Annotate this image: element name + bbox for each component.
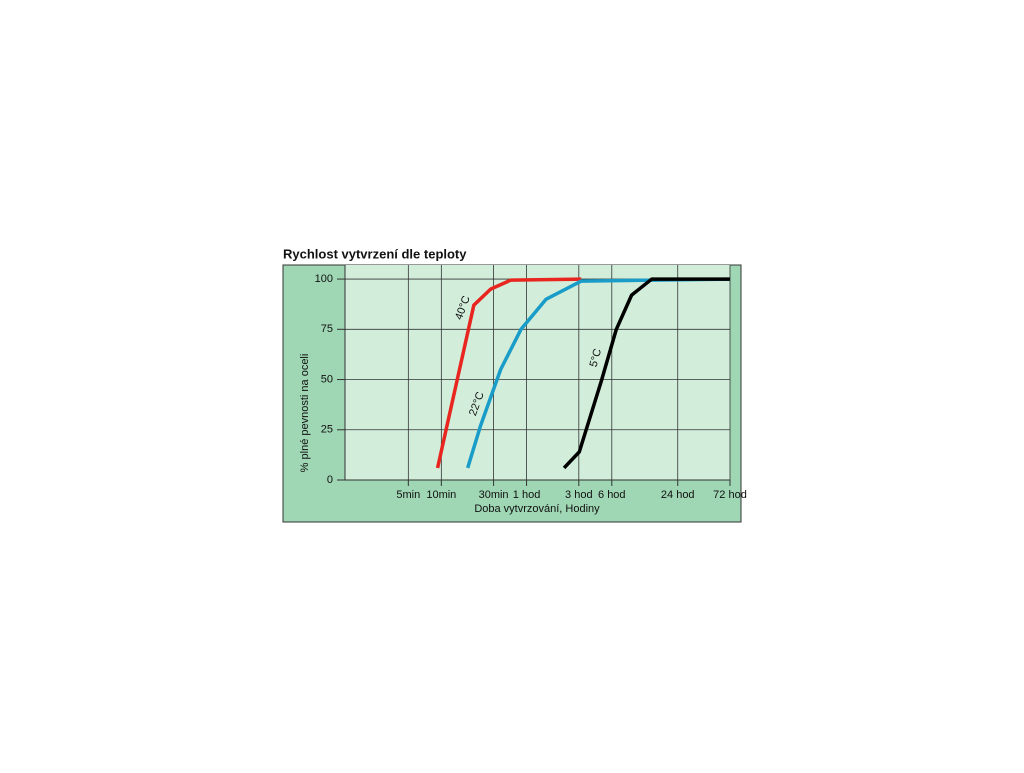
x-tick-label: 3 hod xyxy=(565,489,593,501)
y-axis-label: % plné pevnosti na oceli xyxy=(299,354,311,473)
y-tick-label: 50 xyxy=(321,373,333,385)
x-tick-label: 72 hod xyxy=(713,489,747,501)
chart-title: Rychlost vytvrzení dle teploty xyxy=(283,246,467,261)
x-tick-label: 30min xyxy=(479,489,509,501)
y-tick-label: 100 xyxy=(315,273,333,285)
y-tick-label: 25 xyxy=(321,424,333,436)
y-tick-label: 75 xyxy=(321,323,333,335)
series-line xyxy=(435,277,582,469)
x-tick-label: 6 hod xyxy=(598,489,626,501)
series-line xyxy=(562,277,730,470)
x-tick-label: 10min xyxy=(426,489,456,501)
x-tick-label: 1 hod xyxy=(513,489,541,501)
series-line xyxy=(466,277,731,469)
plot-area xyxy=(345,265,730,480)
series-label: 5°C xyxy=(588,347,604,368)
x-axis-label: Doba vytvrzování, Hodiny xyxy=(474,503,600,515)
x-tick-label: 24 hod xyxy=(661,489,695,501)
y-tick-label: 0 xyxy=(327,474,333,486)
x-tick-label: 5min xyxy=(396,489,420,501)
